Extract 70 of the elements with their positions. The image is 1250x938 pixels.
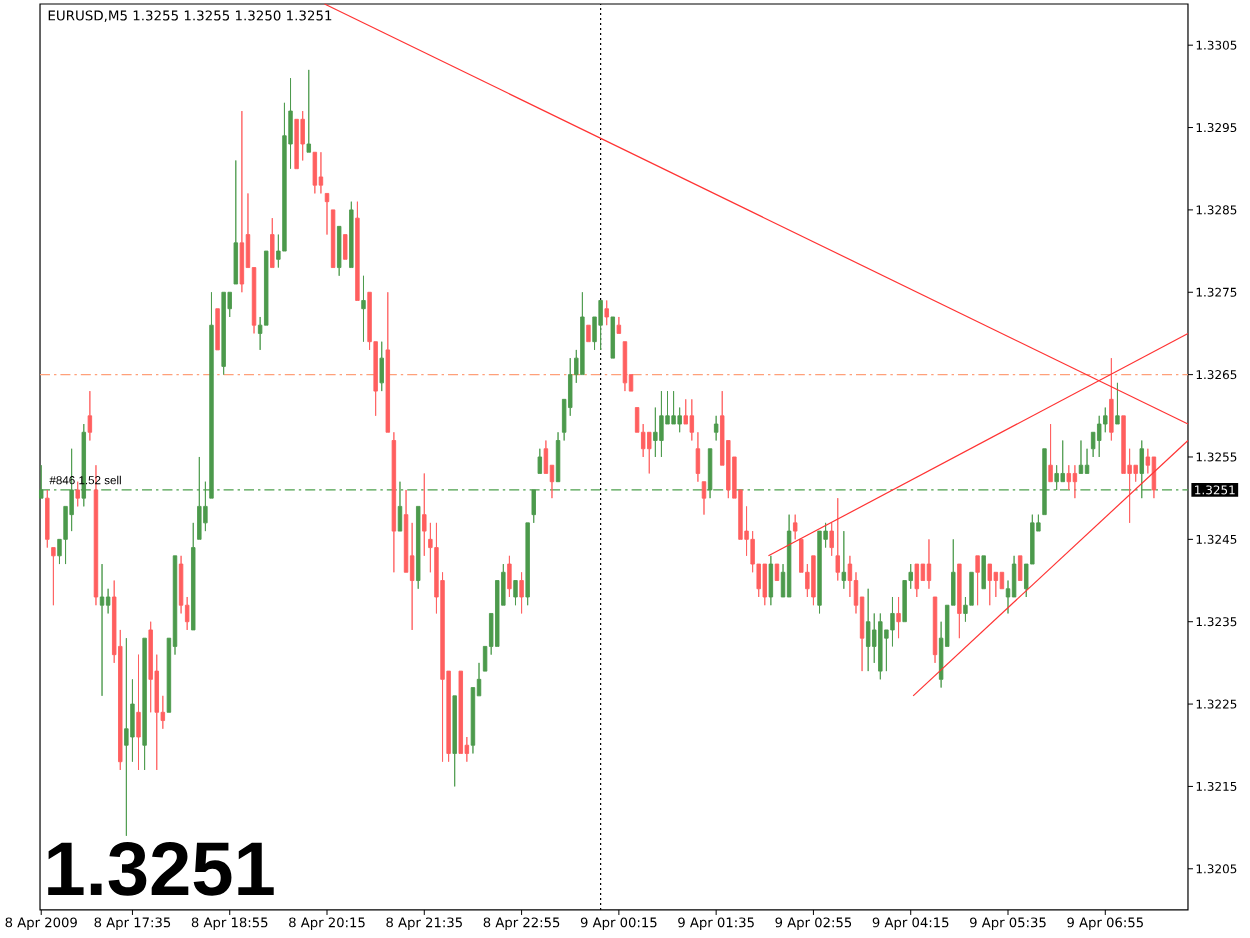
- candlestick: [811, 555, 816, 606]
- candlestick: [975, 555, 980, 606]
- candlestick: [1060, 440, 1065, 483]
- candlestick: [312, 151, 318, 194]
- candlestick: [610, 316, 615, 359]
- candlestick: [1115, 382, 1120, 425]
- candlestick: [1072, 464, 1078, 499]
- candlestick: [647, 431, 652, 474]
- candlestick: [519, 571, 524, 614]
- candlestick: [604, 300, 609, 326]
- candlestick: [142, 637, 147, 771]
- candlestick: [221, 291, 226, 376]
- candlestick: [1078, 440, 1084, 474]
- candlestick: [87, 390, 93, 441]
- candlestick: [458, 670, 463, 754]
- candlestick: [233, 160, 239, 285]
- candlestick: [513, 580, 518, 606]
- candlestick: [957, 563, 962, 639]
- candlestick: [361, 275, 366, 343]
- candlestick: [622, 341, 628, 392]
- candlestick: [124, 637, 129, 837]
- candlestick: [416, 505, 421, 590]
- text: 1.3251: [48, 841, 274, 896]
- candlestick: [713, 415, 719, 441]
- candlestick: [878, 613, 883, 680]
- candlestick: [1109, 357, 1114, 441]
- candlestick: [270, 217, 275, 268]
- candlestick: [817, 530, 822, 614]
- candlestick: [136, 654, 141, 771]
- candlestick: [914, 563, 920, 598]
- candlestick: [598, 300, 603, 351]
- candlestick: [452, 695, 457, 787]
- candlestick: [896, 596, 901, 639]
- candlestick: [239, 110, 245, 293]
- candlestick: [1066, 464, 1072, 491]
- candlestick: [336, 225, 342, 277]
- candlestick: [616, 316, 622, 334]
- candlestick: [1017, 555, 1023, 581]
- candlestick: [306, 69, 311, 153]
- candlestick: [932, 596, 938, 664]
- candlestick: [993, 571, 999, 598]
- candlestick: [99, 563, 105, 697]
- candlestick: [300, 110, 305, 161]
- candlestick: [774, 563, 780, 581]
- candlestick: [75, 481, 80, 507]
- candlestick: [294, 118, 299, 170]
- candlestick: [671, 390, 676, 425]
- candlestick: [835, 497, 840, 581]
- candlestick: [1151, 456, 1157, 499]
- candlestick: [507, 555, 512, 598]
- candlestick: [379, 341, 384, 392]
- candlestick: [981, 555, 986, 590]
- candlestick: [1096, 415, 1102, 458]
- candlestick: [580, 291, 585, 376]
- candlestick: [841, 530, 847, 590]
- candlestick: [586, 324, 591, 343]
- candlestick: [768, 555, 774, 606]
- candlestick: [865, 588, 871, 672]
- candlestick: [792, 514, 798, 540]
- candlestick: [355, 201, 360, 301]
- candlestick: [215, 308, 220, 351]
- candlestick: [987, 563, 992, 606]
- candlestick: [349, 201, 354, 268]
- candlestick: [786, 514, 792, 598]
- candlestick: [537, 448, 543, 474]
- candlestick: [659, 390, 664, 458]
- candlestick: [1048, 423, 1053, 483]
- candlestick: [926, 538, 932, 590]
- candlestick: [762, 563, 768, 606]
- candlestick: [343, 234, 348, 260]
